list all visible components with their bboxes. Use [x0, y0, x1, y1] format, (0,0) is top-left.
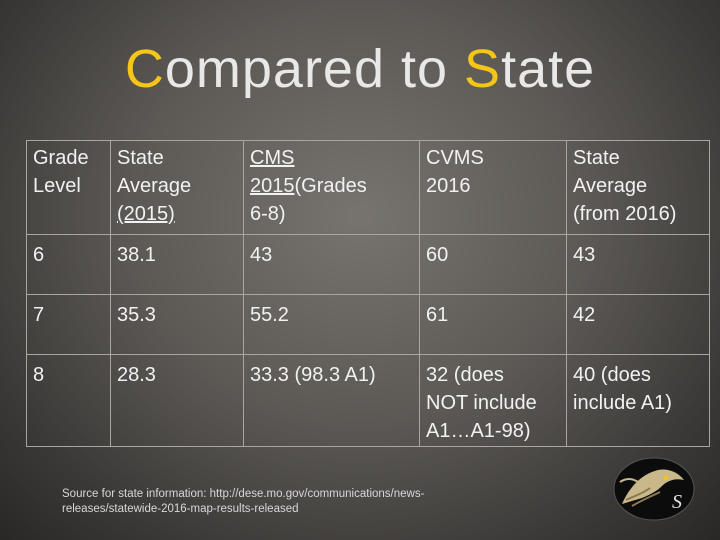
comparison-table: Grade Level State Average (2015) CMS 201… — [26, 140, 710, 447]
source-note: Source for state information: http://des… — [62, 488, 425, 515]
header-cms-2015: CMS 2015(Grades 6-8) — [243, 140, 420, 235]
cell-cms-2015: 33.3 (98.3 A1) — [243, 354, 420, 447]
header-cvms-2016: CVMS 2016 — [419, 140, 567, 235]
table-row: 6 38.1 43 60 43 — [26, 234, 710, 295]
cell-cms-2015: 55.2 — [243, 294, 420, 355]
logo-letter: S — [672, 491, 682, 513]
page-title: Compared to State — [0, 38, 720, 100]
mascot-logo-icon: S — [613, 457, 695, 521]
cell-state-2015: 28.3 — [110, 354, 244, 447]
cell-state-2015: 35.3 — [110, 294, 244, 355]
cell-grade: 8 — [26, 354, 111, 447]
cell-state-2016: 40 (does include A1) — [566, 354, 710, 447]
cell-state-2016: 42 — [566, 294, 710, 355]
title-part-2: tate — [501, 39, 596, 99]
cell-state-2016: 43 — [566, 234, 710, 295]
table-row: 7 35.3 55.2 61 42 — [26, 294, 710, 355]
title-cap-s: S — [464, 39, 502, 99]
cell-cvms-2016: 32 (does NOT include A1…A1-98) — [419, 354, 567, 447]
title-cap-c: C — [124, 39, 165, 99]
header-grade-level: Grade Level — [26, 140, 111, 235]
table-header-row: Grade Level State Average (2015) CMS 201… — [26, 140, 710, 235]
title-part-1: ompared to — [164, 39, 465, 99]
table-row: 8 28.3 33.3 (98.3 A1) 32 (does NOT inclu… — [26, 354, 710, 447]
cell-grade: 7 — [26, 294, 111, 355]
header-state-average-2016: State Average (from 2016) — [566, 140, 710, 235]
header-state-average-2015: State Average (2015) — [110, 140, 244, 235]
cell-cms-2015: 43 — [243, 234, 420, 295]
cell-cvms-2016: 60 — [419, 234, 567, 295]
cell-state-2015: 38.1 — [110, 234, 244, 295]
cell-grade: 6 — [26, 234, 111, 295]
cell-cvms-2016: 61 — [419, 294, 567, 355]
